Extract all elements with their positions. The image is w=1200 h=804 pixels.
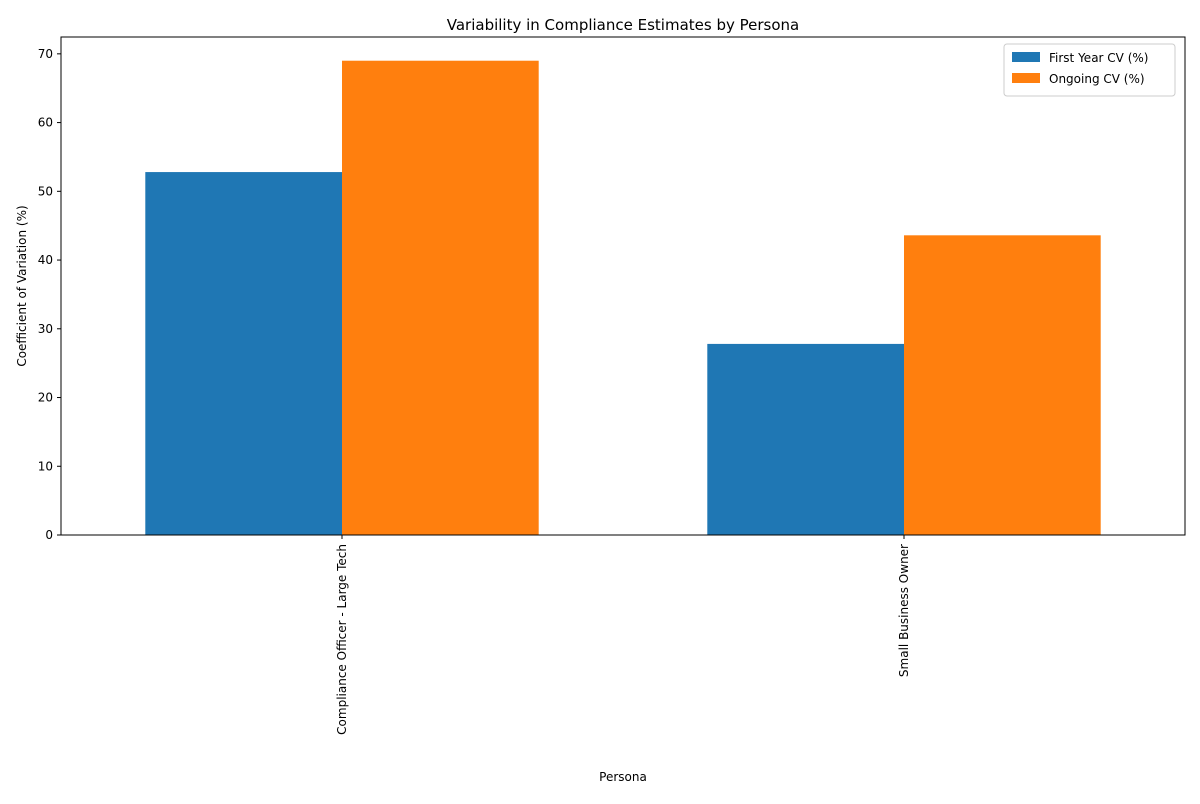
y-tick-label-2: 20: [38, 391, 53, 405]
legend-label-2: Ongoing CV (%): [1049, 72, 1145, 86]
legend-swatch-1: [1012, 52, 1040, 62]
y-tick-label-0: 0: [45, 528, 53, 542]
y-axis-label: Coefficient of Variation (%): [15, 205, 29, 366]
bar-1-1: [145, 172, 342, 535]
y-tick-label-6: 60: [38, 116, 53, 130]
x-tick-label-0: Compliance Officer - Large Tech: [335, 544, 349, 735]
x-tick-label-1: Small Business Owner: [897, 544, 911, 677]
legend: First Year CV (%) Ongoing CV (%): [1003, 43, 1176, 97]
legend-swatch-2: [1012, 73, 1040, 83]
legend-box: [1003, 43, 1176, 97]
y-tick-label-4: 40: [38, 253, 53, 267]
plot-frame: [60, 36, 1186, 536]
bar-1-2: [707, 343, 904, 535]
y-tick-label-5: 50: [38, 184, 53, 198]
plot-area: 0 10 20 30 40 50 60 70 Compliance Officer - Larg…: [38, 36, 1186, 735]
bar-2-2: [904, 235, 1101, 535]
bar-2-1: [342, 60, 539, 536]
y-tick-label-1: 10: [38, 459, 53, 473]
chart-title: Variability in Compliance Estimates by P…: [447, 16, 799, 34]
y-tick-label-7: 70: [38, 47, 53, 61]
y-tick-label-3: 30: [38, 322, 53, 336]
x-axis-label: Persona: [599, 770, 647, 784]
legend-label-1: First Year CV (%): [1049, 51, 1148, 65]
